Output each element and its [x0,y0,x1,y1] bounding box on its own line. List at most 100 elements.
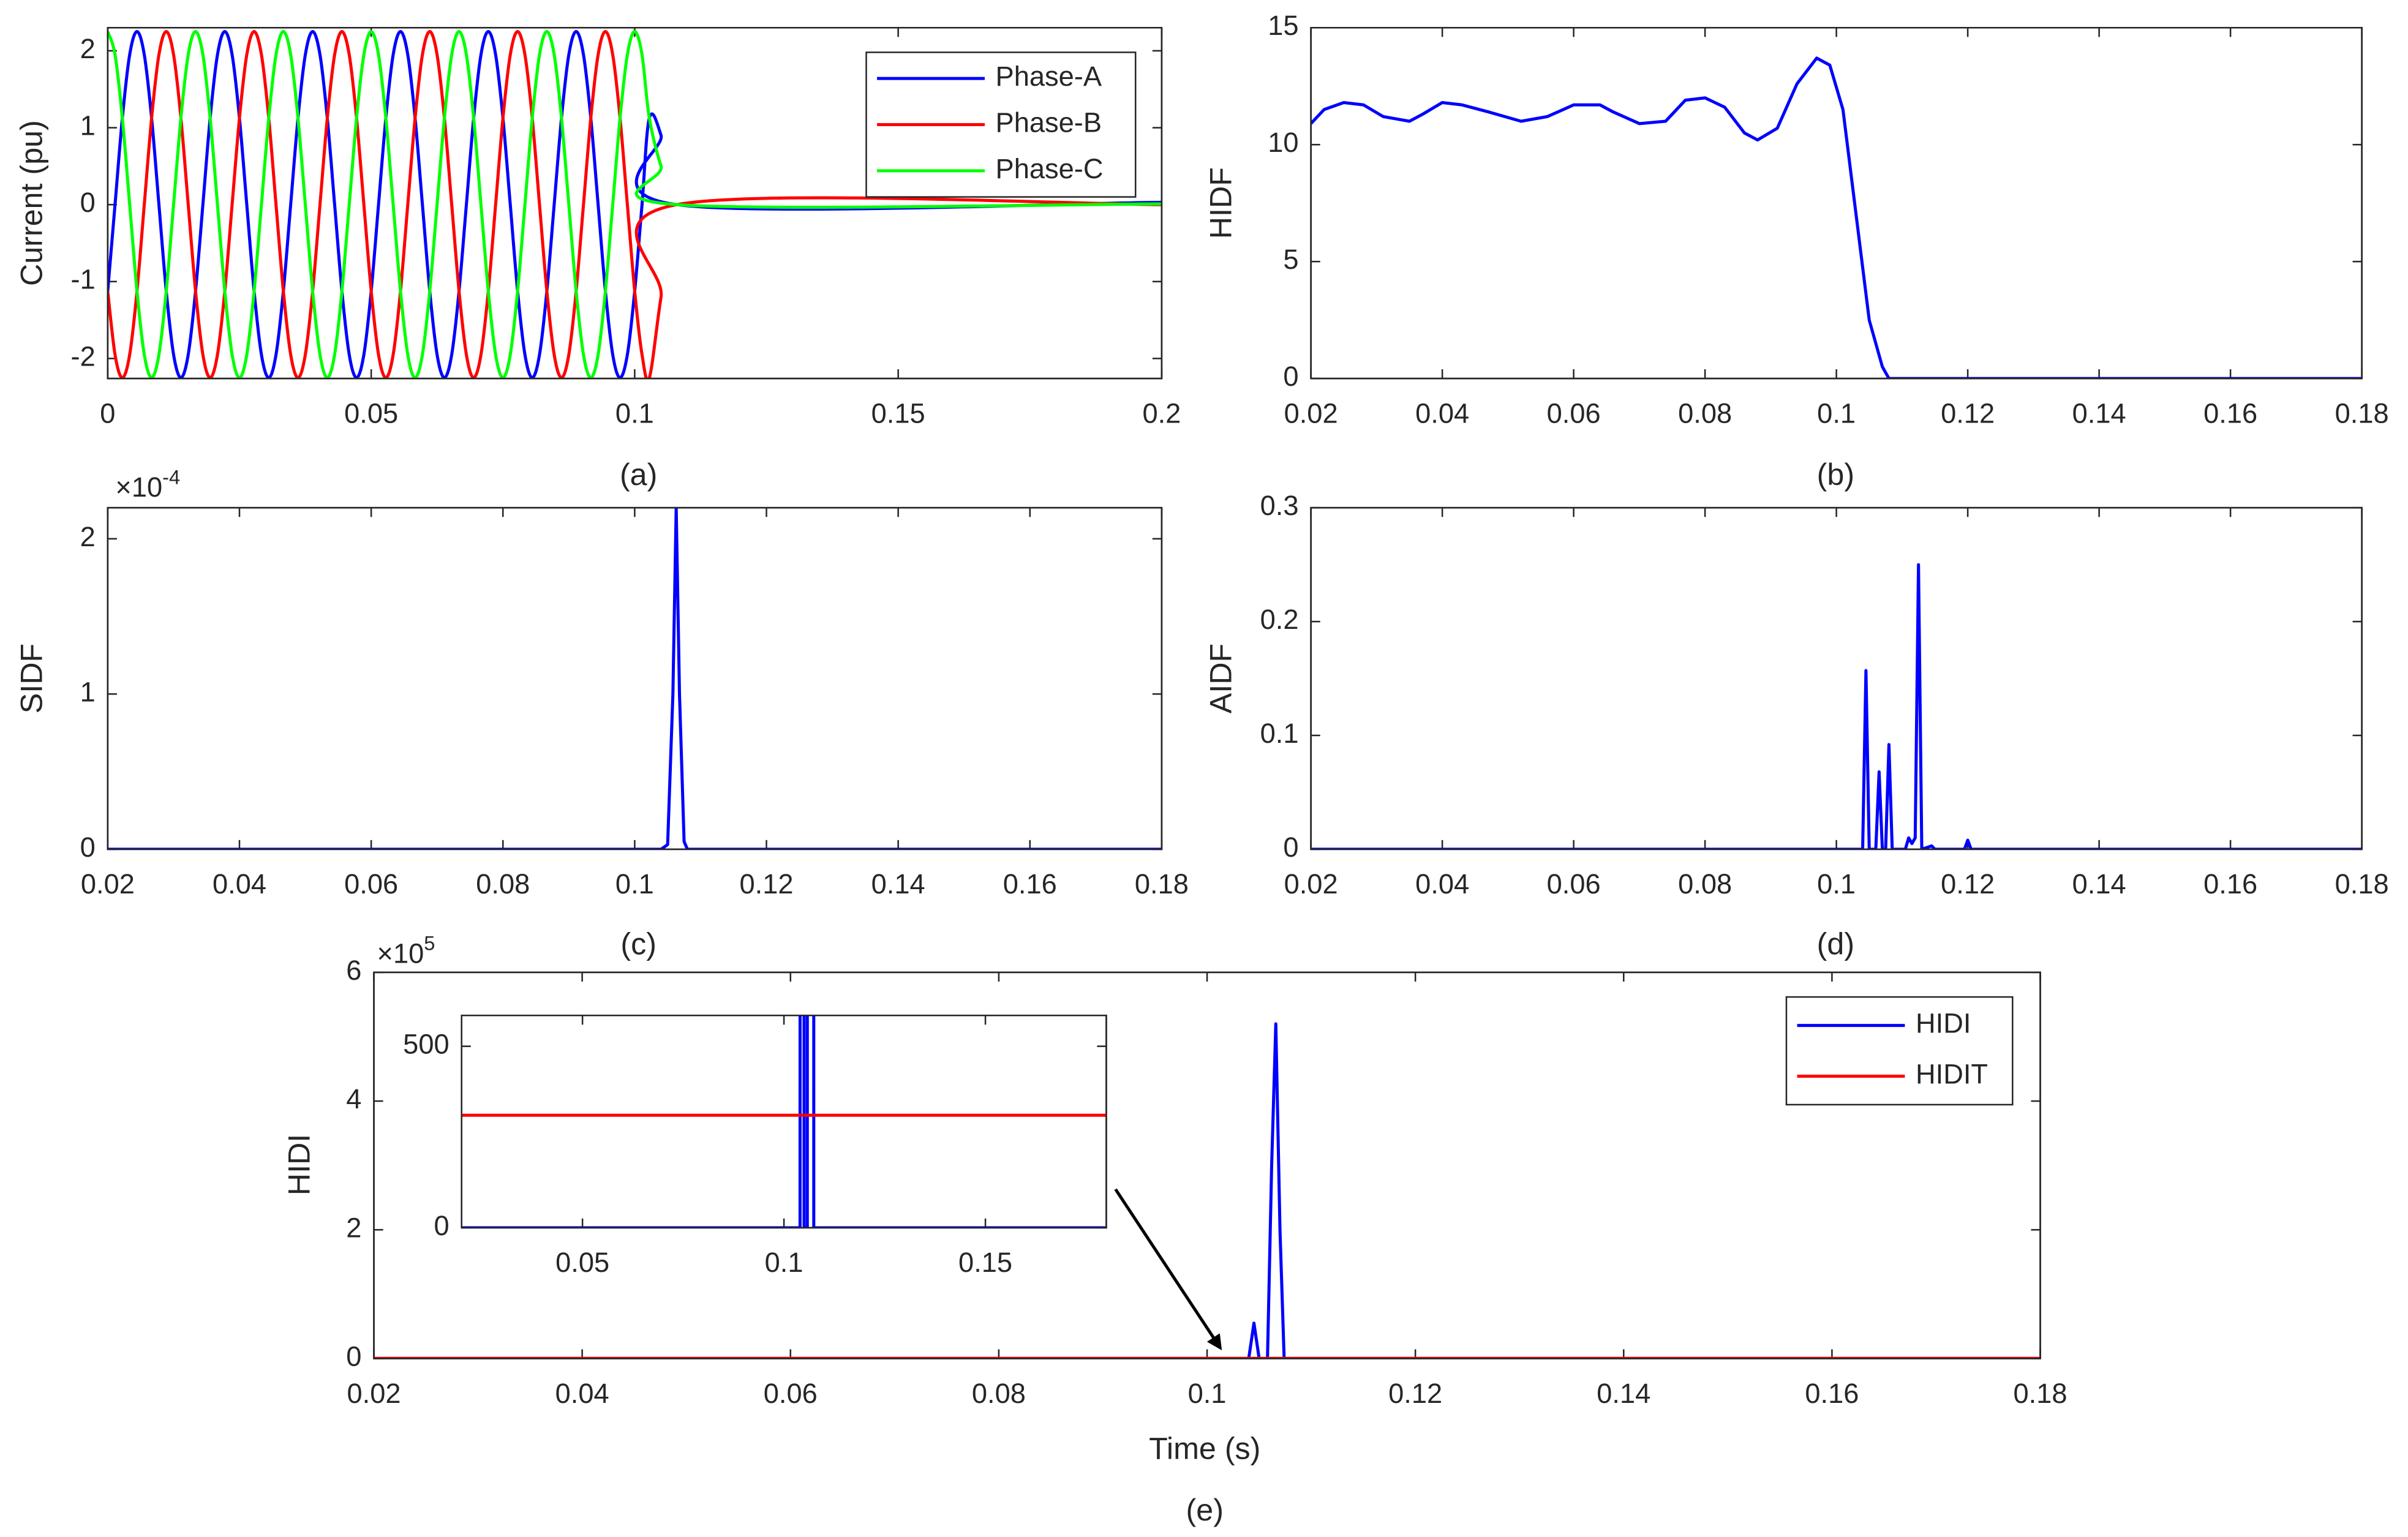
y-axis-label: HIDF [1204,167,1238,239]
data-line [107,508,1162,849]
plot-frame [107,26,1163,380]
x-tick-label: 0.06 [764,1378,818,1409]
y-tick-label: 0 [1283,361,1298,392]
x-tick-label: 0.18 [2335,397,2389,429]
y-tick-label: 2 [80,33,96,64]
legend-label: Phase-C [996,153,1104,184]
y-tick-label: 0.1 [1260,718,1299,749]
legend-box [1785,996,2014,1106]
data-line [374,1022,2041,1359]
y-tick-label: 0.3 [1260,490,1299,521]
x-tick-label: 0.18 [2014,1378,2067,1409]
legend-label: HIDI [1916,1008,1971,1039]
x-tick-label: 0.1 [1188,1378,1227,1409]
x-tick-label: 0.02 [81,868,135,900]
caption: (d) [1817,926,1854,961]
data-line [107,30,1162,379]
x-tick-label: 0.05 [555,1247,609,1278]
caption: (a) [620,457,657,492]
y-axis-label: HIDI [282,1134,317,1195]
x-tick-label: 0.08 [1678,397,1732,429]
x-tick-label: 0.04 [213,868,266,900]
series-group [1311,563,2362,849]
x-tick-label: 0.02 [1284,868,1338,900]
series-group [461,1015,1107,1228]
y-multiplier: ×10-4 [115,465,180,503]
y-tick-label: 0 [434,1210,449,1241]
x-tick-label: 0.06 [1547,868,1601,900]
x-tick-label: 0.08 [972,1378,1026,1409]
x-tick-label: 0.14 [2072,397,2126,429]
x-tick-label: 0.04 [1415,868,1469,900]
y-tick-label: 1 [80,110,96,141]
x-tick-label: 0.02 [1284,397,1338,429]
y-axis-label: Current (pu) [15,120,49,286]
x-tick-label: 0.14 [871,868,925,900]
x-tick-label: 0.12 [740,868,794,900]
data-line [1311,563,2362,849]
x-tick-label: 0.06 [1547,397,1601,429]
x-tick-label: 0.1 [615,397,654,429]
multiplier-exponent: 5 [424,931,435,954]
multiplier-exponent: -4 [162,465,180,488]
plot-frame [1310,26,2363,380]
x-tick-label: 0.05 [344,397,398,429]
x-tick-label: 0.1 [1817,397,1856,429]
plot-frame [373,971,2041,1359]
x-tick-label: 0.12 [1941,397,1995,429]
x-tick-label: 0.12 [1941,868,1995,900]
x-tick-label: 0.15 [958,1247,1012,1278]
x-tick-label: 0.02 [347,1378,401,1409]
plot-frame [107,506,1163,851]
plot-area [107,506,1163,851]
x-axis-label: Time (s) [1149,1432,1260,1466]
y-tick-label: 0 [1283,832,1298,863]
y-tick-label: 10 [1268,127,1298,158]
y-tick-label: 1 [80,676,96,707]
y-tick-label: 0.2 [1260,604,1299,635]
multiplier-base: ×10 [377,938,424,969]
x-tick-label: 0.14 [2072,868,2126,900]
plot-area [1310,26,2363,380]
y-tick-label: -2 [71,340,96,372]
inset-arrow [1114,1188,1222,1351]
x-tick-label: 0.18 [1135,868,1189,900]
x-tick-label: 0.14 [1597,1378,1650,1409]
caption: (c) [620,926,657,961]
y-tick-label: -1 [71,264,96,295]
x-tick-label: 0.16 [2203,397,2257,429]
legend-label: Phase-B [996,107,1102,138]
y-tick-label: 2 [346,1212,361,1243]
y-tick-label: 15 [1268,10,1298,41]
plot-area [1310,506,2363,851]
plot-area [461,1014,1107,1229]
x-tick-label: 0.1 [615,868,654,900]
series-group [1311,56,2362,379]
x-tick-label: 0 [100,397,115,429]
y-tick-label: 0 [80,187,96,218]
multiplier-base: ×10 [115,472,162,503]
x-tick-label: 0.16 [1003,868,1057,900]
x-tick-label: 0.2 [1142,397,1181,429]
x-tick-label: 0.08 [1678,868,1732,900]
y-tick-label: 4 [346,1083,361,1114]
x-tick-label: 0.04 [1415,397,1469,429]
legend-label: Phase-A [996,61,1102,92]
caption: (b) [1817,457,1854,492]
x-tick-label: 0.1 [765,1247,803,1278]
series-group [107,30,1162,379]
data-line [1311,56,2362,379]
x-tick-label: 0.16 [2203,868,2257,900]
x-tick-label: 0.08 [476,868,530,900]
y-tick-label: 5 [1283,244,1298,275]
plot-frame [1310,506,2363,851]
y-tick-label: 500 [403,1029,449,1060]
y-tick-label: 6 [346,955,361,986]
x-tick-label: 0.16 [1805,1378,1859,1409]
series-group [107,508,1162,849]
x-tick-label: 0.12 [1388,1378,1442,1409]
inset-frame [461,1014,1107,1229]
